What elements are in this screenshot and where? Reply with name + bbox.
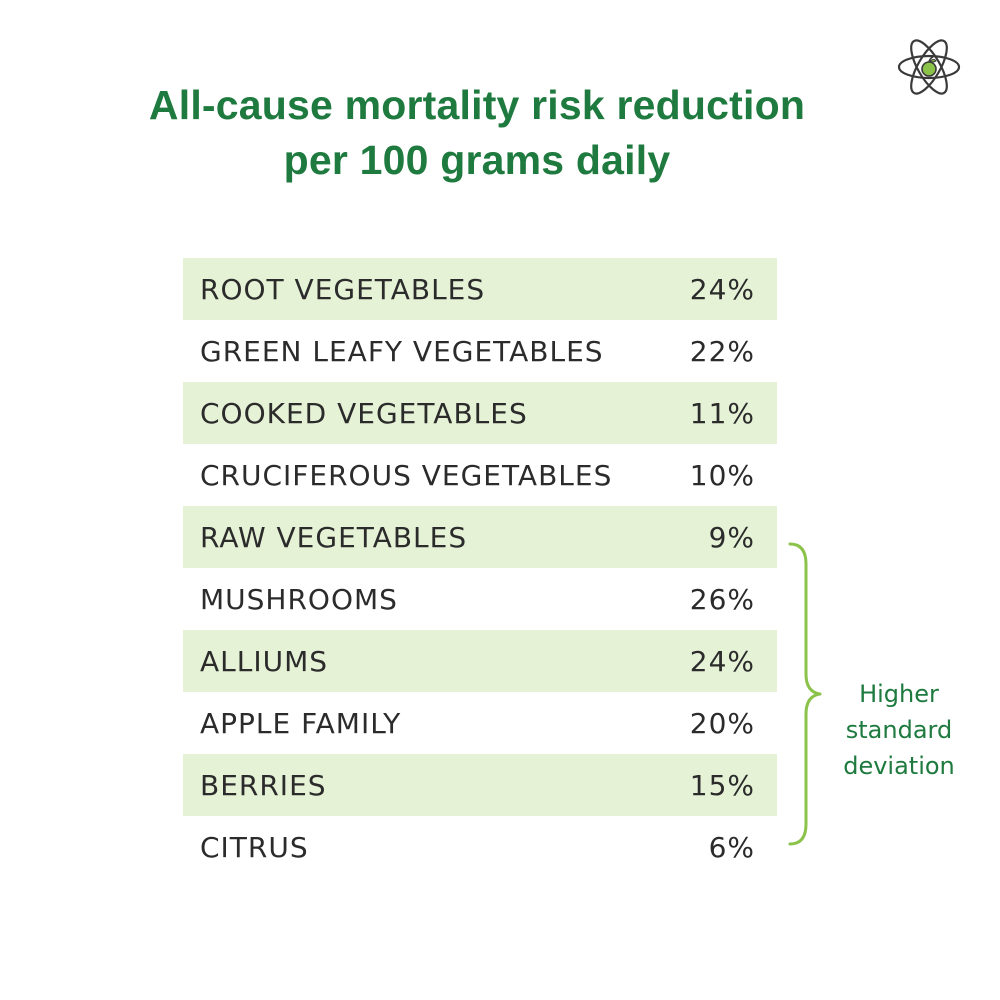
- row-value: 6%: [708, 831, 755, 864]
- title-line-1: All-cause mortality risk reduction: [148, 82, 806, 128]
- std-deviation-note: Higher standard deviation: [836, 676, 962, 784]
- table-row: APPLE FAMILY 20%: [183, 692, 777, 754]
- row-label: BERRIES: [200, 769, 327, 802]
- table-row: ALLIUMS 24%: [183, 630, 777, 692]
- table-row: BERRIES 15%: [183, 754, 777, 816]
- table-row: RAW VEGETABLES 9%: [183, 506, 777, 568]
- row-label: CITRUS: [200, 831, 309, 864]
- table-row: ROOT VEGETABLES 24%: [183, 258, 777, 320]
- row-value: 10%: [689, 459, 755, 492]
- risk-reduction-table: ROOT VEGETABLES 24% GREEN LEAFY VEGETABLES…: [183, 258, 777, 878]
- table-row: CITRUS 6%: [183, 816, 777, 878]
- row-label: RAW VEGETABLES: [200, 521, 468, 554]
- row-label: CRUCIFEROUS VEGETABLES: [200, 459, 613, 492]
- curly-brace: [788, 542, 822, 846]
- row-value: 20%: [689, 707, 755, 740]
- row-label: ROOT VEGETABLES: [200, 273, 486, 306]
- row-label: GREEN LEAFY VEGETABLES: [200, 335, 604, 368]
- table-row: GREEN LEAFY VEGETABLES 22%: [183, 320, 777, 382]
- row-value: 15%: [689, 769, 755, 802]
- atom-apple-icon: [897, 39, 961, 95]
- row-value: 24%: [689, 273, 755, 306]
- row-value: 9%: [708, 521, 755, 554]
- row-label: MUSHROOMS: [200, 583, 398, 616]
- table-row: MUSHROOMS 26%: [183, 568, 777, 630]
- row-value: 22%: [689, 335, 755, 368]
- row-label: APPLE FAMILY: [200, 707, 402, 740]
- row-value: 11%: [689, 397, 755, 430]
- page-title: All-cause mortality risk reduction per 1…: [0, 78, 954, 188]
- row-value: 26%: [689, 583, 755, 616]
- row-label: ALLIUMS: [200, 645, 329, 678]
- row-label: COOKED VEGETABLES: [200, 397, 528, 430]
- title-line-2: per 100 grams daily: [283, 137, 671, 183]
- note-line: deviation: [843, 752, 955, 780]
- table-row: CRUCIFEROUS VEGETABLES 10%: [183, 444, 777, 506]
- note-line: standard: [845, 716, 953, 744]
- note-line: Higher: [859, 680, 939, 708]
- row-value: 24%: [689, 645, 755, 678]
- table-row: COOKED VEGETABLES 11%: [183, 382, 777, 444]
